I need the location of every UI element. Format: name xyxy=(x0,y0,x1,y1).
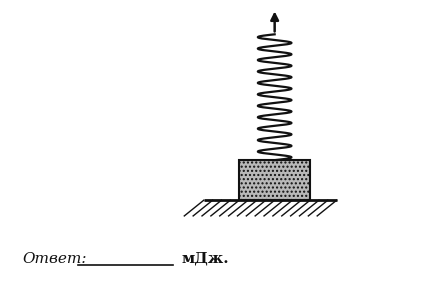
Text: Ответ:: Ответ: xyxy=(22,252,87,266)
Bar xyxy=(239,160,310,200)
Text: мДж.: мДж. xyxy=(182,252,229,266)
